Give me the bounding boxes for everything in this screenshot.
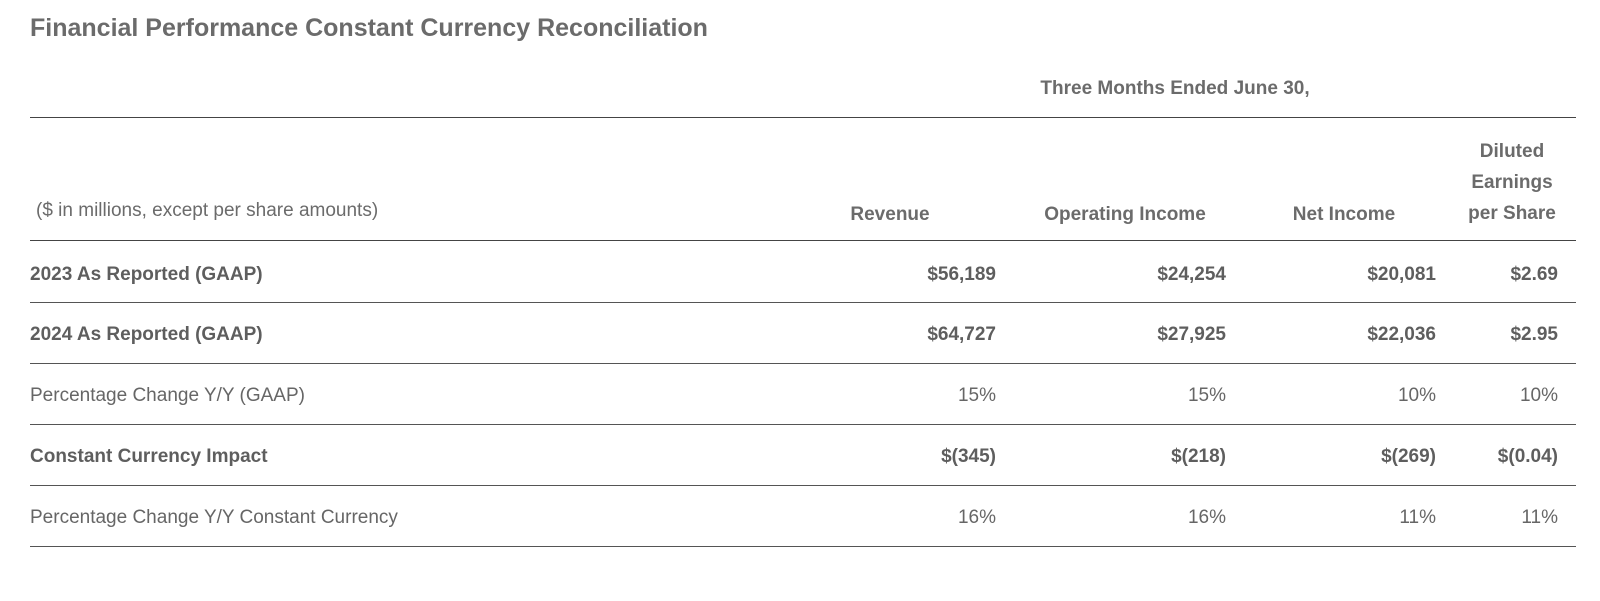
eps-cell: 10% (1519, 385, 1558, 406)
column-header-operating-income: Operating Income (1044, 204, 1206, 225)
eps-header-line3: per Share (1468, 203, 1556, 224)
eps-cell: 11% (1521, 507, 1558, 528)
header-divider (30, 117, 1576, 118)
net-income-cell: 11% (1399, 507, 1436, 528)
row-label: Percentage Change Y/Y (GAAP) (30, 385, 305, 406)
eps-cell: $(0.04) (1497, 446, 1558, 467)
table-row: Percentage Change Y/Y (GAAP) 15% 15% 10%… (30, 366, 1576, 426)
net-income-cell: $22,036 (1367, 324, 1436, 345)
row-label: 2024 As Reported (GAAP) (30, 324, 263, 345)
operating-income-cell: $(218) (1171, 446, 1226, 467)
units-label: ($ in millions, except per share amounts… (36, 200, 379, 221)
column-header-net-income: Net Income (1292, 204, 1396, 225)
revenue-cell: 15% (957, 385, 996, 406)
operating-income-cell: 16% (1187, 507, 1226, 528)
net-income-cell: $20,081 (1367, 264, 1436, 285)
operating-income-cell: $27,925 (1157, 324, 1226, 345)
table-row: Percentage Change Y/Y Constant Currency … (30, 488, 1576, 548)
page-title: Financial Performance Constant Currency … (30, 14, 708, 42)
table-bottom-divider (30, 546, 1576, 547)
revenue-cell: $(345) (941, 446, 996, 467)
eps-header-line2: Earnings (1471, 172, 1553, 193)
period-header: Three Months Ended June 30, (1040, 78, 1310, 99)
eps-cell: $2.69 (1510, 264, 1558, 285)
table-row: Constant Currency Impact $(345) $(218) $… (30, 427, 1576, 487)
column-header-revenue: Revenue (850, 204, 930, 225)
row-label: 2023 As Reported (GAAP) (30, 264, 263, 285)
table-header-divider (30, 240, 1576, 241)
operating-income-cell: 15% (1187, 385, 1226, 406)
revenue-cell: 16% (957, 507, 996, 528)
column-header-diluted-eps: Diluted Earnings per Share (1452, 136, 1572, 229)
row-divider (30, 302, 1576, 303)
table-row: 2023 As Reported (GAAP) $56,189 $24,254 … (30, 245, 1576, 305)
revenue-cell: $64,727 (927, 324, 996, 345)
operating-income-cell: $24,254 (1157, 264, 1226, 285)
row-divider (30, 485, 1576, 486)
revenue-cell: $56,189 (927, 264, 996, 285)
row-label: Constant Currency Impact (30, 446, 268, 467)
row-divider (30, 363, 1576, 364)
row-label: Percentage Change Y/Y Constant Currency (30, 507, 398, 528)
table-row: 2024 As Reported (GAAP) $64,727 $27,925 … (30, 305, 1576, 365)
eps-cell: $2.95 (1510, 324, 1558, 345)
eps-header-line1: Diluted (1479, 141, 1545, 162)
row-divider (30, 424, 1576, 425)
net-income-cell: 10% (1397, 385, 1436, 406)
net-income-cell: $(269) (1381, 446, 1436, 467)
